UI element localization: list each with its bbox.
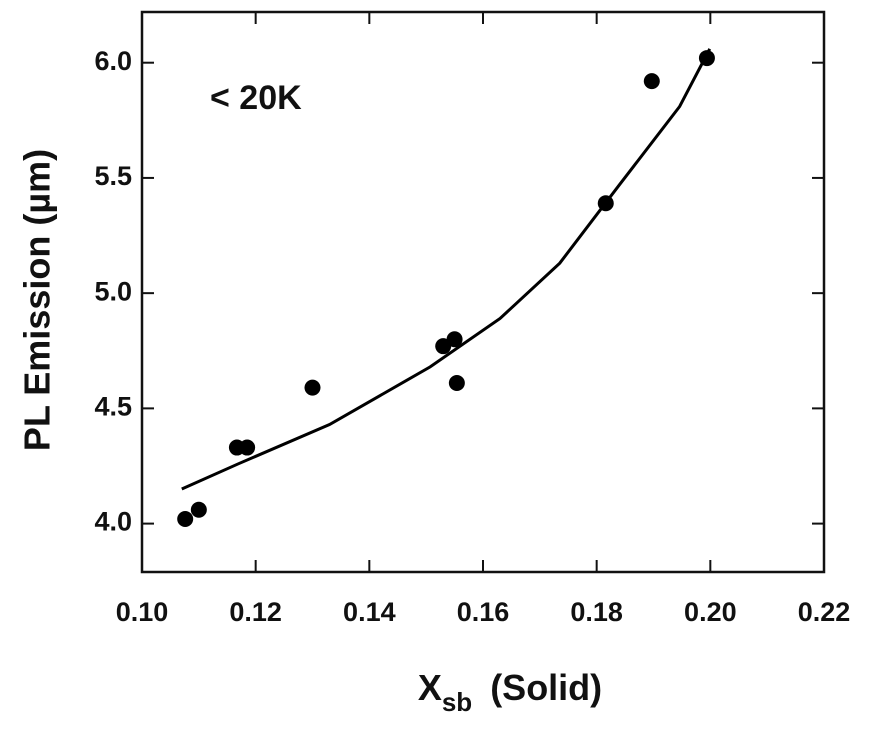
data-point: [304, 379, 321, 396]
y-axis-label: PL Emission (µm): [17, 149, 58, 451]
x-tick-label: 0.14: [343, 597, 396, 627]
data-point: [448, 375, 465, 392]
data-point: [190, 501, 207, 518]
x-axis-label: Xsb (Solid): [418, 667, 602, 717]
x-tick-label: 0.20: [684, 597, 737, 627]
y-tick-label: 4.0: [94, 507, 132, 537]
data-point: [643, 73, 660, 90]
fit-line: [181, 48, 712, 491]
x-tick-label: 0.12: [229, 597, 282, 627]
y-tick-label: 4.5: [94, 392, 132, 422]
x-label-sub: sb: [442, 687, 472, 717]
annotation: < 20K: [210, 79, 302, 117]
y-tick-label: 5.5: [94, 161, 132, 191]
x-tick-label: 0.16: [457, 597, 510, 627]
data-point: [446, 331, 463, 348]
x-tick-label: 0.18: [570, 597, 623, 627]
x-tick-label: 0.22: [798, 597, 851, 627]
x-label-main: X: [418, 667, 442, 708]
y-tick-label: 6.0: [94, 46, 132, 76]
data-point: [239, 439, 256, 456]
y-tick-label: 5.0: [94, 276, 132, 306]
x-tick-label: 0.10: [116, 597, 169, 627]
x-label-rest: (Solid): [490, 667, 602, 708]
data-point: [177, 510, 194, 527]
